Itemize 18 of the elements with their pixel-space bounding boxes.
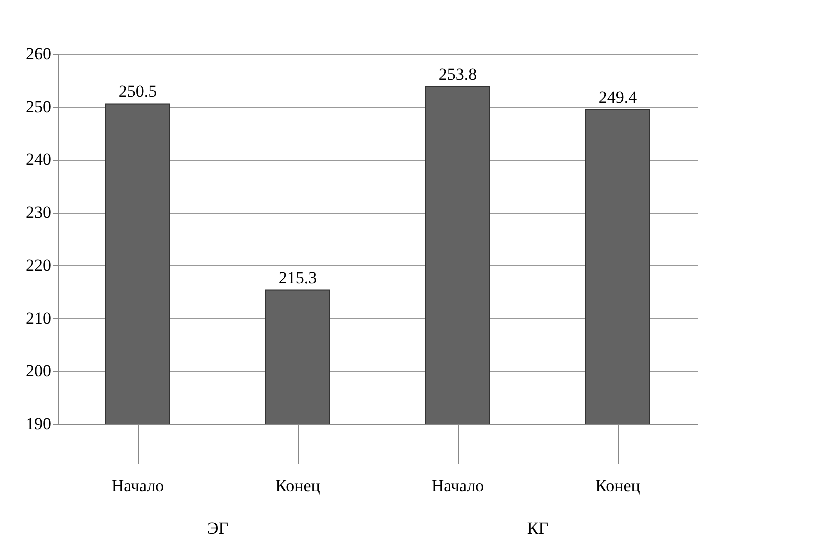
data-label: 253.8 bbox=[438, 64, 478, 84]
x-tick-label: Конец bbox=[276, 476, 320, 496]
x-tick-label: Начало bbox=[432, 476, 484, 496]
y-tick-label: 250 bbox=[26, 97, 52, 116]
data-label: 215.3 bbox=[278, 268, 318, 288]
text: ЭГ bbox=[207, 519, 229, 538]
y-tick-label: 220 bbox=[26, 256, 52, 275]
y-tick-label: 230 bbox=[26, 203, 52, 222]
data-label: 250.5 bbox=[118, 82, 158, 102]
x-tick-label: Начало bbox=[112, 476, 164, 496]
y-tick-label: 200 bbox=[26, 362, 52, 381]
x-tick-label: Конец bbox=[596, 476, 640, 496]
y-tick-label: 240 bbox=[26, 150, 52, 170]
y-tick-label: 210 bbox=[26, 308, 52, 328]
text: КГ bbox=[527, 519, 549, 538]
y-tick-label: 260 bbox=[26, 44, 52, 64]
y-tick-label: 190 bbox=[26, 414, 52, 434]
data-label: 249.4 bbox=[598, 88, 638, 108]
